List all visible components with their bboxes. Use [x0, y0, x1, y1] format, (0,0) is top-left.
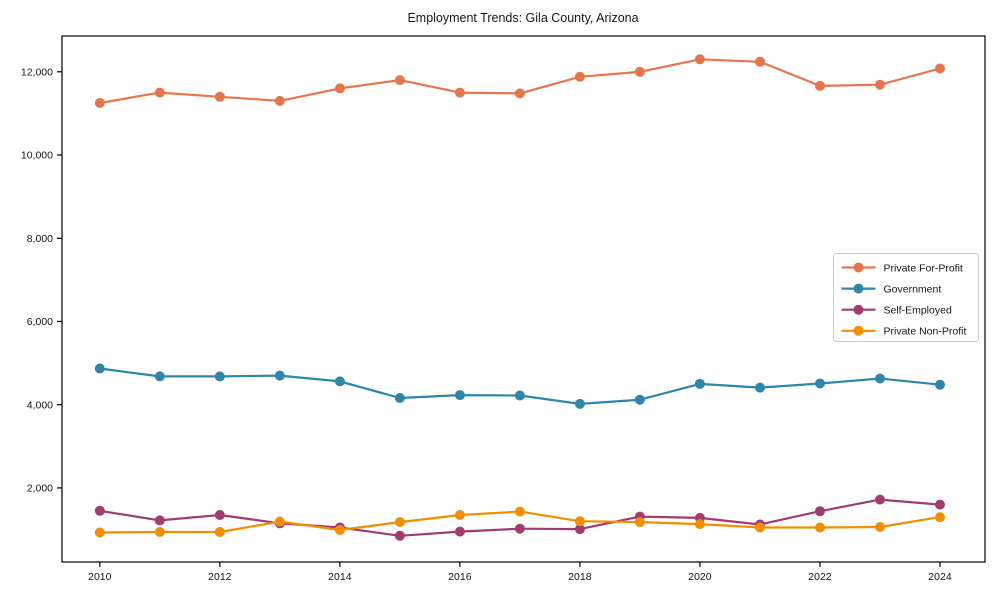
x-tick-label: 2020: [688, 571, 712, 583]
data-point-private-non-profit-2015: [394, 517, 405, 528]
data-point-self-employed-2022: [815, 506, 825, 517]
legend-marker-self-employed: [853, 304, 864, 315]
x-axis: 2010 2012 2014 2016 2018 2020 2022 2024: [88, 562, 952, 583]
data-point-self-employed-2011: [154, 515, 165, 526]
data-point-private-for-profit-2011: [154, 87, 165, 98]
data-point-government-2021: [755, 382, 765, 393]
legend-label-government: Government: [884, 283, 942, 295]
y-tick-label: 12,000: [21, 66, 53, 78]
data-point-private-non-profit-2011: [154, 527, 165, 537]
data-point-private-non-profit-2024: [935, 512, 945, 523]
y-tick-label: 2,000: [27, 483, 53, 495]
y-tick-label: 10,000: [21, 150, 53, 162]
data-point-government-2015: [394, 393, 405, 403]
data-point-self-employed-2016: [454, 526, 465, 537]
legend-label-self-employed: Self-Employed: [884, 305, 952, 317]
data-point-private-for-profit-2023: [875, 79, 885, 90]
data-point-private-for-profit-2018: [574, 71, 585, 82]
data-point-government-2016: [454, 390, 465, 401]
chart-title: Employment Trends: Gila County, Arizona: [407, 11, 638, 25]
data-point-self-employed-2010: [94, 505, 105, 516]
data-point-private-for-profit-2014: [334, 83, 345, 94]
y-tick-label: 8,000: [27, 233, 53, 245]
data-point-private-for-profit-2016: [454, 87, 465, 98]
data-point-private-non-profit-2018: [574, 516, 585, 527]
data-point-government-2013: [274, 370, 285, 381]
legend-marker-private-for-profit: [853, 262, 864, 273]
data-point-private-for-profit-2020: [694, 54, 705, 65]
data-point-private-non-profit-2012: [214, 527, 225, 537]
data-point-government-2010: [94, 363, 105, 374]
data-point-private-non-profit-2020: [694, 519, 705, 530]
data-point-private-for-profit-2022: [815, 80, 825, 91]
data-point-government-2024: [935, 379, 945, 390]
data-point-self-employed-2017: [514, 523, 525, 534]
y-tick-label: 4,000: [27, 399, 53, 411]
data-point-self-employed-2023: [875, 494, 885, 505]
data-point-private-for-profit-2012: [214, 91, 225, 102]
plot-border: [61, 35, 986, 563]
data-point-government-2023: [875, 373, 885, 384]
data-point-government-2019: [634, 394, 645, 405]
data-point-private-non-profit-2021: [755, 522, 765, 533]
data-point-self-employed-2018: [574, 524, 585, 535]
data-point-government-2022: [815, 378, 825, 389]
data-point-government-2014: [334, 376, 345, 387]
x-tick-label: 2016: [448, 571, 472, 583]
data-point-private-for-profit-2019: [634, 66, 645, 77]
series-government: [94, 363, 945, 409]
data-point-private-for-profit-2013: [274, 95, 285, 106]
data-point-government-2017: [514, 390, 525, 401]
legend: Private For-Profit Government Self-Employe…: [833, 253, 979, 342]
x-tick-label: 2022: [808, 571, 832, 583]
data-point-government-2020: [694, 378, 705, 389]
data-point-self-employed-2015: [394, 530, 405, 541]
data-point-private-for-profit-2024: [935, 63, 945, 74]
data-point-private-non-profit-2023: [875, 522, 885, 532]
data-point-private-non-profit-2014: [334, 525, 345, 535]
series-private-for-profit: [94, 54, 945, 108]
data-point-self-employed-2024: [935, 499, 945, 510]
data-point-government-2012: [214, 371, 225, 382]
data-point-government-2011: [154, 371, 165, 382]
data-point-private-for-profit-2010: [94, 98, 105, 108]
x-tick-label: 2018: [568, 571, 592, 583]
x-tick-label: 2010: [88, 571, 112, 583]
data-point-private-non-profit-2010: [94, 527, 105, 538]
data-point-private-non-profit-2019: [634, 517, 645, 528]
data-point-private-for-profit-2017: [514, 88, 525, 99]
x-tick-label: 2012: [208, 571, 232, 583]
legend-box: [833, 253, 979, 342]
data-point-private-non-profit-2022: [815, 522, 825, 533]
legend-label-private-non-profit: Private Non-Profit: [884, 326, 967, 338]
x-tick-label: 2014: [328, 571, 352, 583]
data-point-private-non-profit-2016: [454, 510, 465, 520]
series-private-non-profit: [94, 506, 945, 538]
data-point-private-for-profit-2015: [394, 75, 405, 86]
data-point-government-2018: [574, 398, 585, 409]
data-point-private-non-profit-2013: [274, 516, 285, 527]
data-point-private-non-profit-2017: [514, 506, 525, 517]
y-tick-label: 6,000: [27, 316, 53, 328]
data-point-private-for-profit-2021: [755, 56, 765, 67]
legend-marker-government: [853, 283, 864, 294]
legend-label-private-for-profit: Private For-Profit: [884, 262, 963, 274]
data-point-self-employed-2012: [214, 510, 225, 520]
y-axis: 2,000 4,000 6,000 8,000 10,000 12,000: [21, 66, 62, 495]
legend-marker-private-non-profit: [853, 325, 864, 336]
x-tick-label: 2024: [928, 571, 952, 583]
